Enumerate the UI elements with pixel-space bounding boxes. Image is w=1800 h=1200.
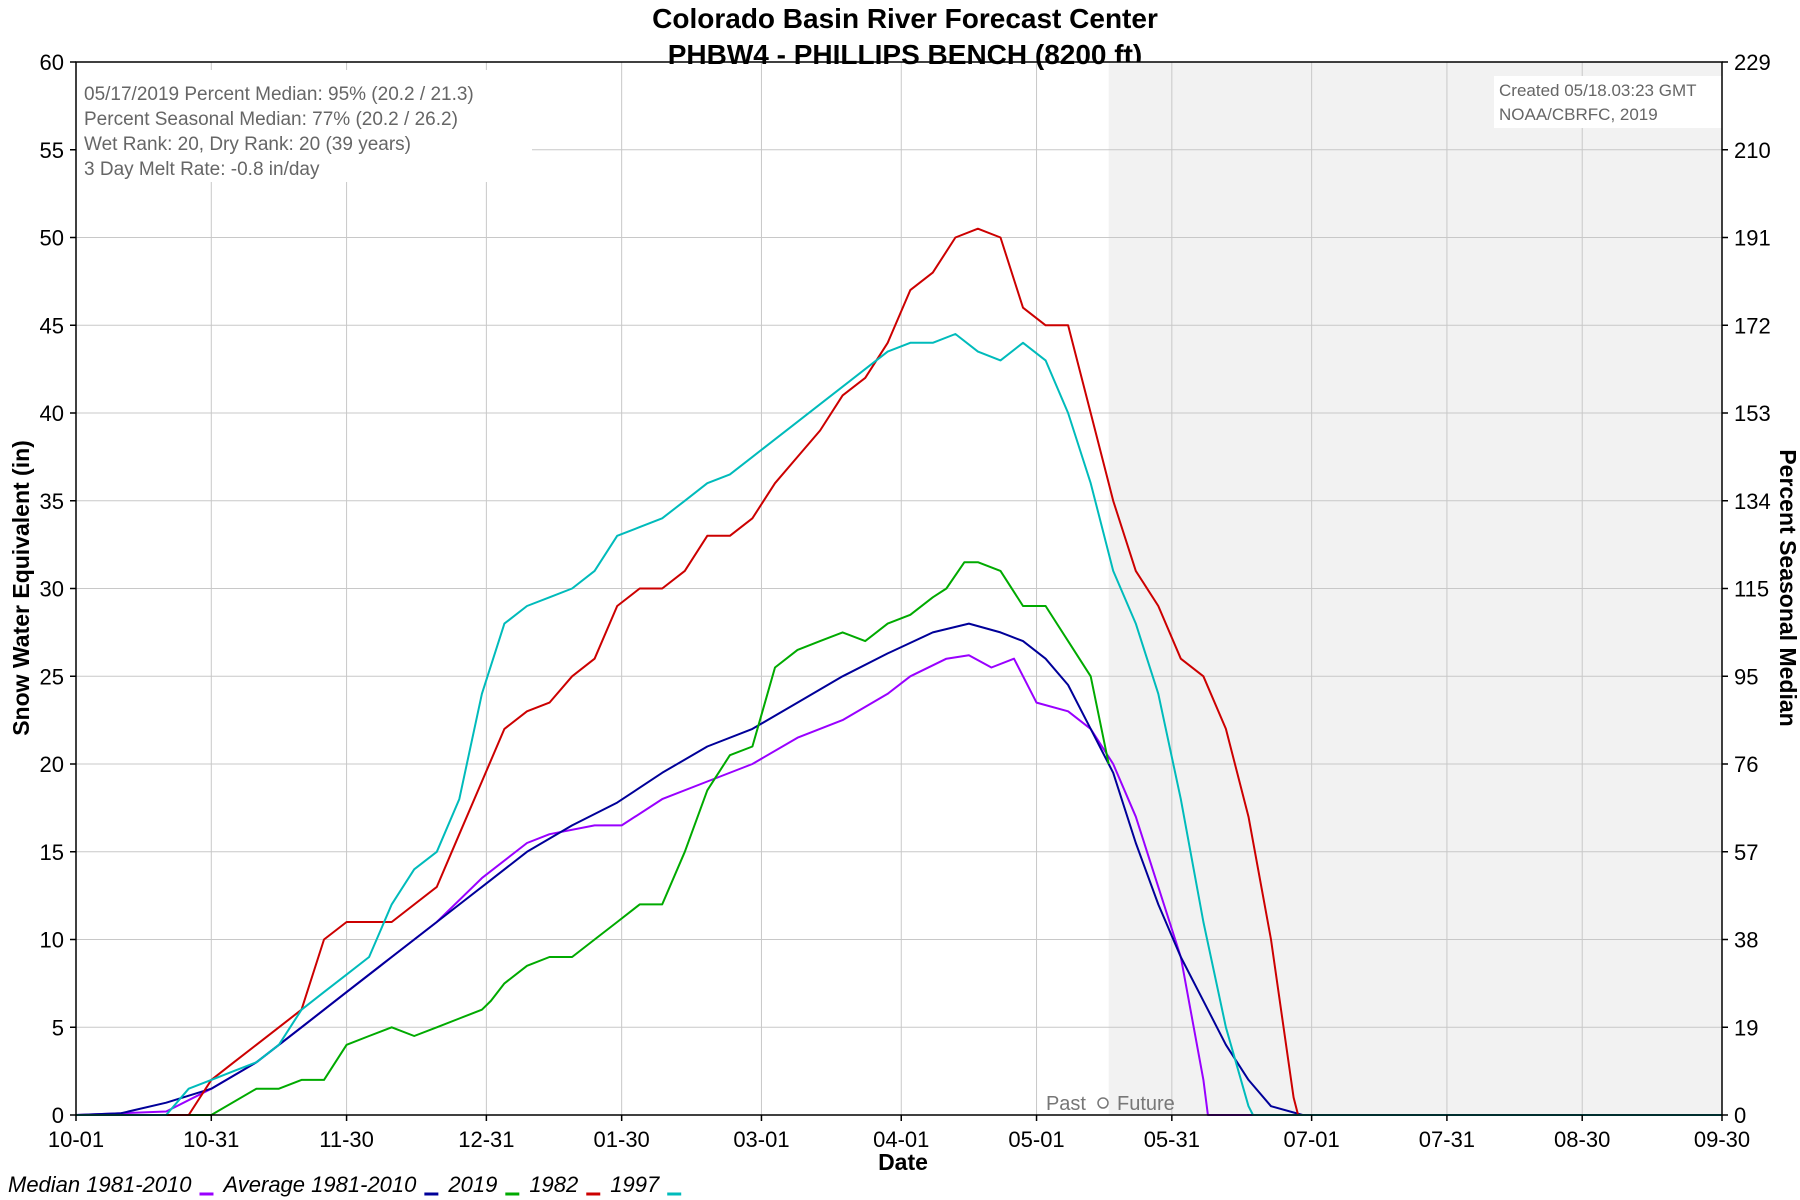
- x-tick-label: 09-30: [1694, 1127, 1750, 1152]
- x-axis-label: Date: [878, 1149, 928, 1175]
- y-tick-label: 35: [40, 489, 64, 514]
- chart-title: Colorado Basin River Forecast Center: [652, 3, 1158, 34]
- y-axis-ticks: 0 5 10 15 20 25 30 35 40 45 50 55 60: [40, 50, 76, 1128]
- y-tick-label: 50: [40, 226, 64, 251]
- past-future-label: Past Future: [1046, 1093, 1175, 1115]
- legend-entry-label: 2019: [447, 1172, 497, 1197]
- x-tick-label: 04-01: [873, 1127, 929, 1152]
- y2-tick-label: 191: [1734, 226, 1771, 251]
- series-line-1997: [76, 333, 1722, 1116]
- legend: Median 1981-2010 Average 1981-2010 2019 198…: [8, 1172, 682, 1197]
- y2-tick-label: 172: [1734, 313, 1771, 338]
- y2-tick-label: 210: [1734, 138, 1771, 163]
- series-line-2019: [76, 561, 1110, 1116]
- past-label: Past: [1046, 1093, 1086, 1115]
- info-box: 05/17/2019 Percent Median: 95% (20.2 / 2…: [76, 70, 532, 182]
- legend-entry-label: 1982: [529, 1172, 578, 1197]
- y2-tick-label: 95: [1734, 664, 1758, 689]
- y2-tick-label: 19: [1734, 1015, 1758, 1040]
- y-tick-label: 60: [40, 50, 64, 75]
- legend-entry-label: 1997: [610, 1172, 660, 1197]
- x-axis-ticks: 10-01 10-31 11-30 12-31 01-30 03-01 04-01 05-01…: [48, 1115, 1750, 1152]
- credit-box-background: [1494, 76, 1722, 128]
- y-axis-label: Snow Water Equivalent (in): [8, 440, 34, 736]
- x-tick-label: 05-01: [1008, 1127, 1064, 1152]
- y-tick-label: 10: [40, 928, 64, 953]
- y2-axis-label: Percent Seasonal Median: [1775, 449, 1800, 726]
- credit-created: Created 05/18.03:23 GMT: [1499, 81, 1697, 100]
- y2-tick-label: 57: [1734, 840, 1758, 865]
- x-tick-label: 07-31: [1419, 1127, 1475, 1152]
- y2-tick-label: 38: [1734, 928, 1758, 953]
- y-tick-label: 30: [40, 577, 64, 602]
- x-tick-label: 11-30: [319, 1127, 374, 1152]
- credit-box: Created 05/18.03:23 GMT NOAA/CBRFC, 2019: [1494, 76, 1722, 128]
- series-lines: [75, 227, 1722, 1116]
- x-tick-label: 10-01: [48, 1127, 104, 1152]
- x-tick-label: 12-31: [458, 1127, 514, 1152]
- y-tick-label: 20: [40, 752, 64, 777]
- x-tick-label: 10-31: [183, 1127, 239, 1152]
- y2-tick-label: 153: [1734, 401, 1771, 426]
- y2-tick-label: 229: [1734, 50, 1771, 75]
- y-tick-label: 45: [40, 313, 64, 338]
- info-box-background: [76, 70, 532, 182]
- x-tick-label: 05-31: [1144, 1127, 1200, 1152]
- y-tick-label: 25: [40, 664, 64, 689]
- legend-entry-label: Average 1981-2010: [221, 1172, 417, 1197]
- y-tick-label: 5: [52, 1015, 64, 1040]
- x-tick-label: 07-01: [1283, 1127, 1339, 1152]
- credit-agency: NOAA/CBRFC, 2019: [1499, 105, 1658, 124]
- series-line-average-1981-2010: [75, 622, 1722, 1116]
- gridlines: [75, 61, 1723, 1116]
- y2-tick-label: 134: [1734, 489, 1771, 514]
- x-tick-label: 03-01: [733, 1127, 789, 1152]
- y-tick-label: 0: [52, 1103, 64, 1128]
- y2-tick-label: 0: [1734, 1103, 1746, 1128]
- info-line-rank: Wet Rank: 20, Dry Rank: 20 (39 years): [84, 134, 411, 155]
- series-line-1982: [76, 227, 1722, 1116]
- info-line-percent-median: 05/17/2019 Percent Median: 95% (20.2 / 2…: [84, 84, 474, 105]
- y2-tick-label: 76: [1734, 752, 1758, 777]
- y-tick-label: 40: [40, 401, 64, 426]
- x-tick-label: 01-30: [594, 1127, 650, 1152]
- y2-axis-ticks: 0 19 38 57 76 95 115 134 153 172 191 210 229: [1722, 50, 1771, 1128]
- info-line-melt-rate: 3 Day Melt Rate: -0.8 in/day: [84, 159, 320, 180]
- chart-subtitle: PHBW4 - PHILLIPS BENCH (8200 ft): [668, 39, 1143, 70]
- x-tick-label: 08-30: [1554, 1127, 1610, 1152]
- past-future-marker-icon: [1097, 1097, 1109, 1109]
- y2-tick-label: 115: [1734, 577, 1769, 602]
- future-label: Future: [1117, 1093, 1175, 1115]
- info-line-seasonal-median: Percent Seasonal Median: 77% (20.2 / 26.…: [84, 109, 458, 130]
- legend-entry-label: Median 1981-2010: [8, 1172, 192, 1197]
- y-tick-label: 55: [40, 138, 64, 163]
- y-tick-label: 15: [40, 840, 64, 865]
